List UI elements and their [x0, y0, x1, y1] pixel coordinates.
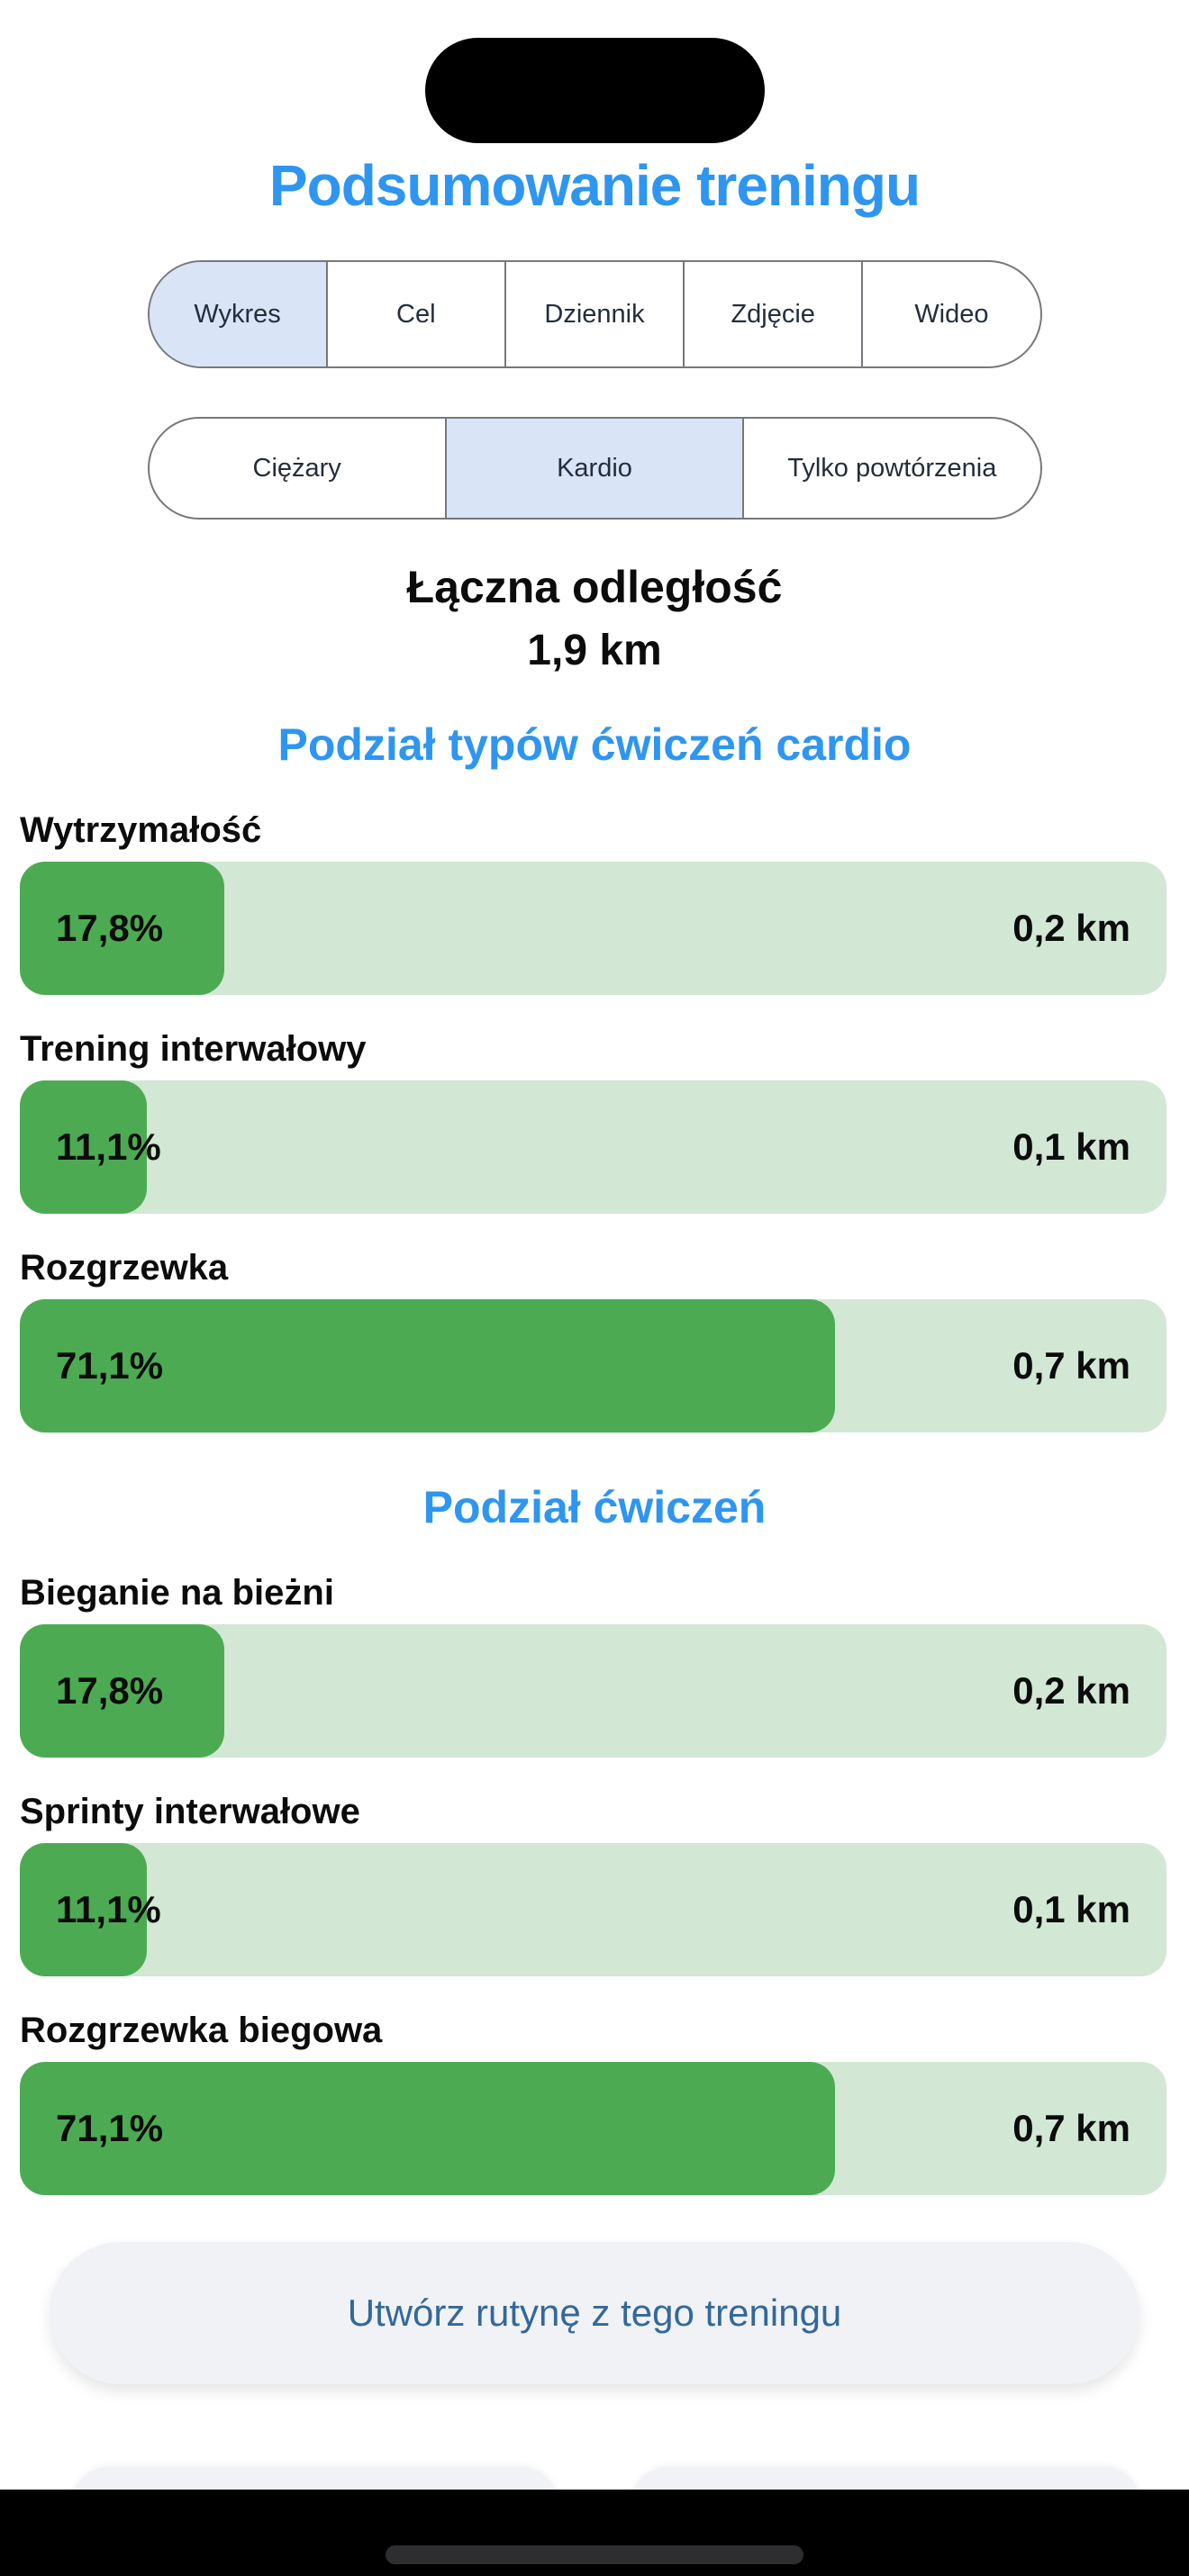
progress-bar: 11,1% 0,1 km: [20, 1080, 1166, 1214]
progress-bar: 17,8% 0,2 km: [20, 1624, 1166, 1758]
distance-value: 0,2 km: [1012, 1669, 1130, 1712]
create-routine-button[interactable]: Utwórz rutynę z tego treningu: [50, 2242, 1139, 2384]
bar-row-rozgrzewka: Rozgrzewka 71,1% 0,7 km: [0, 1248, 1189, 1433]
bar-row-wytrzymalosc: Wytrzymałość 17,8% 0,2 km: [0, 810, 1189, 995]
progress-bar-fill: [20, 1299, 836, 1433]
bar-row-sprinty-interwalowe: Sprinty interwałowe 11,1% 0,1 km: [0, 1792, 1189, 1976]
status-bar-redaction-pill: [424, 38, 765, 143]
total-distance-label: Łączna odległość: [406, 562, 783, 612]
tab-ciezary[interactable]: Ciężary: [150, 419, 445, 518]
home-indicator[interactable]: [386, 2545, 803, 2564]
bar-row-trening-interwalowy: Trening interwałowy 11,1% 0,1 km: [0, 1029, 1189, 1214]
percent-value: 11,1%: [56, 1125, 161, 1168]
tab-dziennik[interactable]: Dziennik: [504, 262, 683, 366]
bar-label: Rozgrzewka: [20, 1248, 229, 1288]
distance-value: 0,1 km: [1012, 1125, 1130, 1168]
filter-tabs: Ciężary Kardio Tylko powtórzenia: [147, 417, 1042, 520]
distance-value: 0,1 km: [1012, 1888, 1130, 1930]
progress-bar-fill: [20, 1080, 148, 1214]
progress-bar-fill: [20, 2062, 836, 2195]
distance-value: 0,2 km: [1012, 907, 1130, 949]
bar-label: Trening interwałowy: [20, 1029, 367, 1069]
tab-tylko-powtorzenia[interactable]: Tylko powtórzenia: [742, 419, 1039, 518]
percent-value: 11,1%: [56, 1888, 161, 1930]
bottom-bar: [0, 2490, 1189, 2576]
section-title-cardio-types: Podział typów ćwiczeń cardio: [277, 719, 912, 770]
tab-zdjecie[interactable]: Zdjęcie: [683, 262, 861, 366]
percent-value: 17,8%: [56, 1669, 164, 1712]
total-distance-value: 1,9 km: [527, 627, 662, 674]
progress-bar-fill: [20, 1843, 148, 1976]
distance-value: 0,7 km: [1012, 2107, 1130, 2149]
page-title: Podsumowanie treningu: [268, 153, 921, 218]
section-title-exercises: Podział ćwiczeń: [422, 1482, 767, 1532]
distance-value: 0,7 km: [1012, 1344, 1130, 1387]
bar-label: Wytrzymałość: [20, 810, 262, 850]
progress-bar: 71,1% 0,7 km: [20, 1299, 1166, 1433]
bar-label: Rozgrzewka biegowa: [20, 2011, 383, 2050]
tab-wideo[interactable]: Wideo: [861, 262, 1039, 366]
progress-bar-fill: [20, 1624, 224, 1758]
progress-bar: 11,1% 0,1 km: [20, 1843, 1166, 1976]
view-tabs: Wykres Cel Dziennik Zdjęcie Wideo: [147, 260, 1042, 368]
progress-bar: 71,1% 0,7 km: [20, 2062, 1166, 2195]
tab-kardio[interactable]: Kardio: [444, 419, 743, 518]
bar-label: Bieganie na bieżni: [20, 1573, 334, 1613]
progress-bar-fill: [20, 862, 224, 995]
tab-wykres[interactable]: Wykres: [149, 262, 326, 366]
bar-row-rozgrzewka-biegowa: Rozgrzewka biegowa 71,1% 0,7 km: [0, 2011, 1189, 2195]
progress-bar: 17,8% 0,2 km: [20, 862, 1166, 995]
percent-value: 71,1%: [56, 2107, 164, 2149]
tab-cel[interactable]: Cel: [325, 262, 504, 366]
bar-row-bieganie-na-biezni: Bieganie na bieżni 17,8% 0,2 km: [0, 1573, 1189, 1758]
percent-value: 17,8%: [56, 907, 164, 949]
percent-value: 71,1%: [56, 1344, 164, 1387]
bar-label: Sprinty interwałowe: [20, 1792, 360, 1831]
